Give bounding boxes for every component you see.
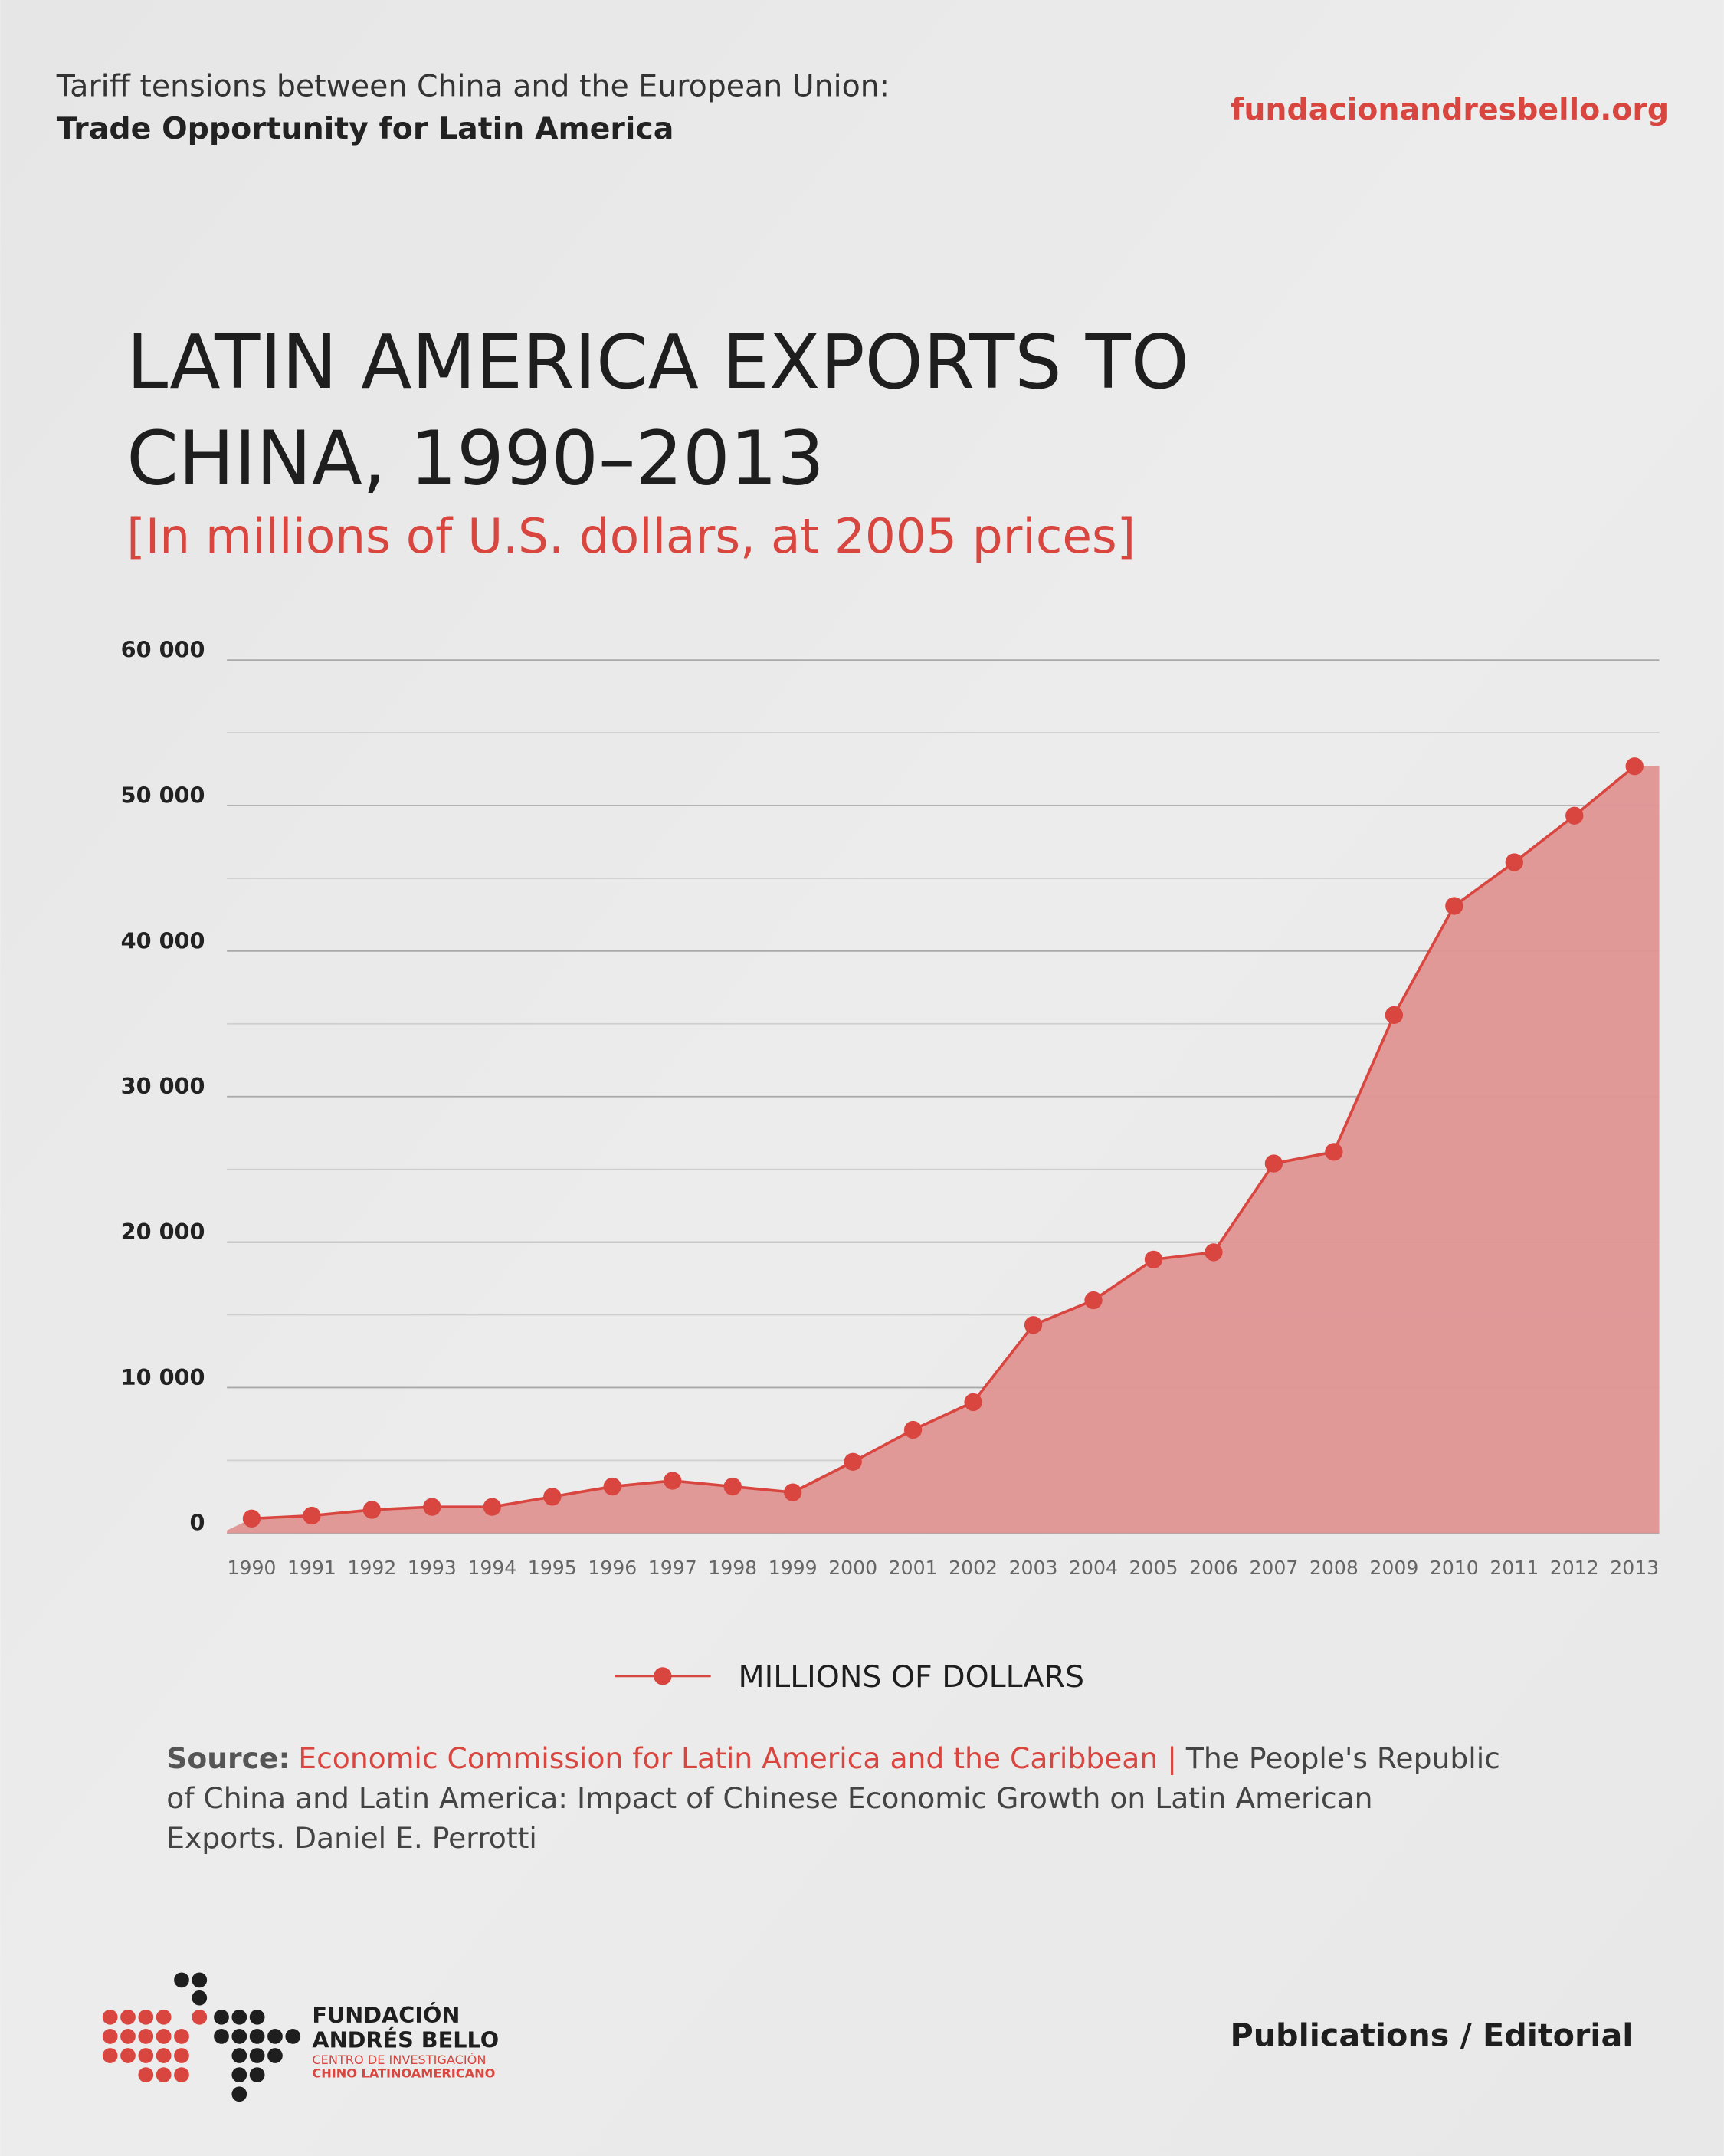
footer-section: Publications / Editorial [1230,2017,1633,2053]
y-tick-label: 10 000 [121,1364,205,1390]
x-tick-label: 2005 [1129,1557,1178,1579]
header-line1: Tariff tensions between China and the Eu… [56,69,890,104]
x-tick-label: 2011 [1490,1557,1539,1579]
x-tick-label: 1990 [228,1557,277,1579]
x-tick-label: 1995 [528,1557,577,1579]
y-tick-label: 30 000 [121,1073,205,1099]
data-point [303,1506,321,1525]
chart-subtitle: [In millions of U.S. dollars, at 2005 pr… [126,508,1136,564]
data-point [423,1498,441,1516]
data-point [1144,1250,1163,1269]
data-point [1385,1006,1404,1025]
data-point [664,1472,682,1490]
data-point [543,1488,562,1506]
y-tick-label: 0 [189,1510,205,1536]
logo-name: FUNDACIÓN [312,2002,460,2028]
legend-marker [654,1667,672,1685]
header-line2: Trade Opportunity for Latin America [57,111,674,146]
data-point [1084,1291,1103,1310]
data-point [242,1509,261,1528]
site-url: fundacionandresbello.org [1231,92,1669,127]
chart-title: LATIN AMERICA EXPORTS TO [126,319,1189,405]
x-tick-label: 2002 [949,1557,998,1579]
data-point [1264,1154,1283,1173]
x-tick-label: 2000 [828,1557,877,1579]
source-text: The People's Republic [1177,1741,1500,1775]
y-tick-label: 50 000 [121,782,205,808]
plot: 0 10 000 20 000 30 000 40 000 50 000 60 000 199… [121,637,1660,1695]
x-tick-label: 2006 [1189,1557,1238,1579]
x-tick-label: 2010 [1430,1557,1479,1579]
x-tick-label: 1991 [287,1557,336,1579]
data-point [1325,1143,1343,1161]
y-tick-label: 60 000 [121,637,205,663]
data-point [1445,897,1463,915]
x-tick-label: 1996 [588,1557,637,1579]
x-tick-label: 2003 [1009,1557,1058,1579]
x-tick-label: 1993 [408,1557,457,1579]
x-tick-label: 1992 [347,1557,396,1579]
data-point [1205,1243,1223,1262]
data-point [1024,1316,1043,1334]
chart-title: CHINA, 1990–2013 [126,415,824,501]
x-tick-label: 2007 [1249,1557,1298,1579]
series-line [251,765,1636,1521]
data-point [1565,806,1584,825]
legend-label: MILLIONS OF DOLLARS [739,1659,1084,1695]
area-fill [227,766,1660,1534]
data-point [1505,853,1523,871]
data-point [784,1483,802,1501]
source-text: of China and Latin America: Impact of Ch… [166,1781,1372,1815]
data-point [362,1501,382,1519]
data-point [844,1452,862,1471]
data-point [903,1420,923,1439]
data-point [723,1477,742,1496]
x-tick-label: 2008 [1309,1557,1359,1579]
logo-subtitle: CENTRO DE INVESTIGACIÓN [312,2053,486,2067]
data-point [603,1477,621,1496]
x-tick-label: 2013 [1610,1557,1659,1579]
y-tick-label: 40 000 [121,927,205,953]
logo: FUNDACIÓN ANDRÉS BELLO CENTRO DE INVESTI… [102,1972,499,2102]
x-tick-label: 2001 [889,1557,938,1579]
data-point [1625,757,1644,776]
data-point [964,1393,982,1412]
x-tick-label: 1999 [769,1557,818,1579]
source-text: Exports. Daniel E. Perrotti [166,1821,537,1855]
data-point [483,1498,501,1516]
x-tick-label: 2012 [1550,1557,1599,1579]
source-org: Economic Commission for Latin America an… [298,1741,1177,1776]
x-tick-label: 1997 [648,1557,697,1579]
source: Source: Economic Commission for Latin Ame… [166,1741,1500,1776]
x-tick-label: 2004 [1069,1557,1118,1579]
x-tick-label: 1998 [708,1557,757,1579]
logo-subtitle: CHINO LATINOAMERICANO [312,2066,495,2081]
x-tick-label: 1994 [467,1557,516,1579]
source-label: Source: [166,1741,290,1775]
x-tick-label: 2009 [1369,1557,1418,1579]
logo-name: ANDRÉS BELLO [312,2026,499,2053]
y-tick-label: 20 000 [121,1219,205,1245]
